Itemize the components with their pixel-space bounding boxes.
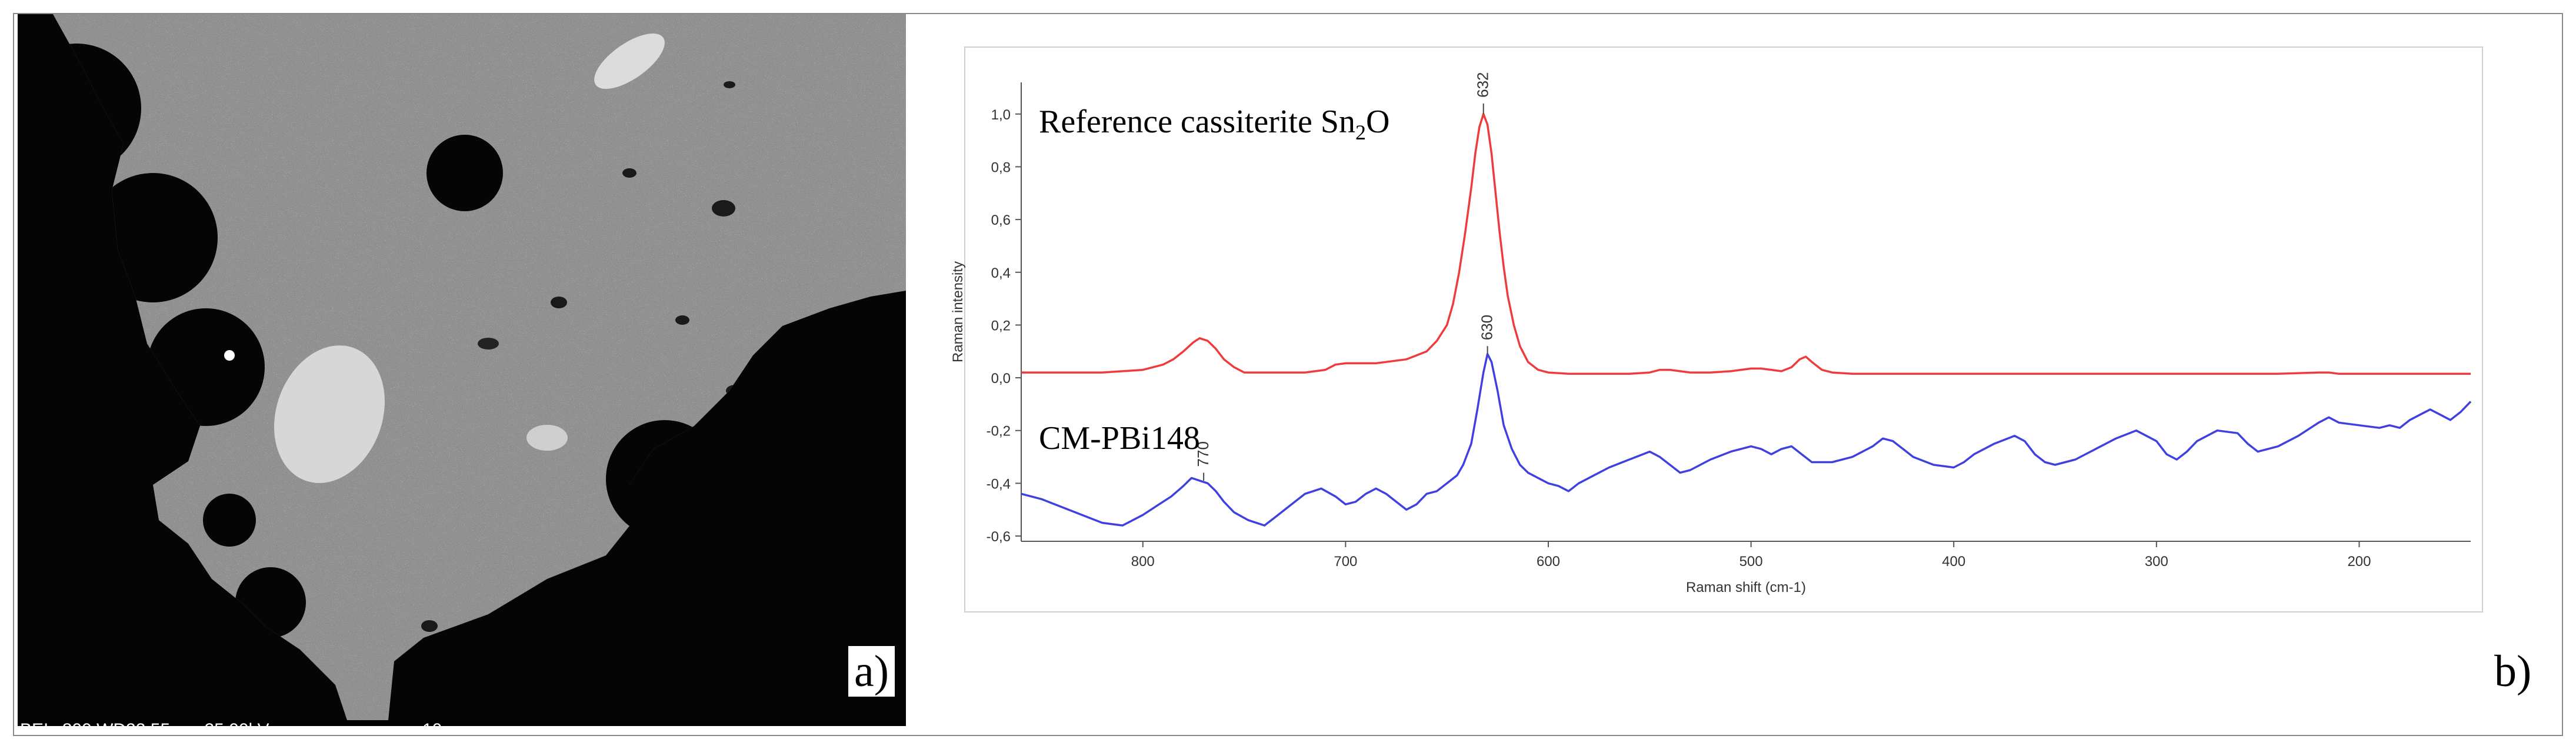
series-label-reference: Reference cassiterite Sn2O <box>1039 104 1389 144</box>
series-line-reference <box>1021 113 2471 375</box>
series-line-sample <box>1021 352 2472 527</box>
y-tick-label: 0,2 <box>991 318 1011 334</box>
y-tick-label: 0,4 <box>991 265 1011 281</box>
y-tick-label: -0,2 <box>987 424 1011 440</box>
plot-area: 1,0 0,8 0,6 0,4 0,2 0,0 -0,2 -0,4 -0,6 800 700 600 5… <box>950 72 2472 595</box>
sem-scale-bar: BEI x800 WD22,55mm 25,00kV 10 µm <box>18 720 906 726</box>
sem-acquisition-info: BEI x800 WD22,55mm 25,00kV <box>20 720 269 726</box>
x-tick-label: 700 <box>1334 554 1357 570</box>
scale-bar-label: 10 µm <box>422 720 472 726</box>
chart-box <box>964 46 2483 612</box>
panel-b-label: b) <box>2494 647 2532 696</box>
raman-chart: 1,0 0,8 0,6 0,4 0,2 0,0 -0,2 -0,4 -0,6 800 700 600 5… <box>950 46 2483 612</box>
sem-micrograph: BEI x800 WD22,55mm 25,00kV 10 µm <box>18 14 906 726</box>
y-tick-label: 1,0 <box>991 107 1011 123</box>
peak-label: 632 <box>1474 72 1492 97</box>
y-tick-label: 0,0 <box>991 371 1011 387</box>
x-tick-label: 800 <box>1131 554 1155 570</box>
peak-label: 630 <box>1478 315 1496 340</box>
y-tick-label: -0,6 <box>987 529 1011 545</box>
y-tick-label: -0,4 <box>987 476 1011 492</box>
y-axis-label: Raman intensity <box>950 261 966 362</box>
x-tick-label: 400 <box>1942 554 1965 570</box>
y-tick-label: 0,8 <box>991 159 1011 175</box>
series-label-sample: CM-PBi148 <box>1039 420 1200 457</box>
y-tick-label: 0,6 <box>991 212 1011 228</box>
sem-image <box>18 14 906 726</box>
x-tick-label: 300 <box>2145 554 2168 570</box>
x-tick-label: 600 <box>1537 554 1560 570</box>
peak-label: 770 <box>1194 441 1212 467</box>
x-tick-label: 500 <box>1739 554 1763 570</box>
panel-a-label: a) <box>848 646 895 697</box>
x-tick-label: 200 <box>2347 554 2371 570</box>
x-axis-label: Raman shift (cm-1) <box>1686 580 1806 595</box>
